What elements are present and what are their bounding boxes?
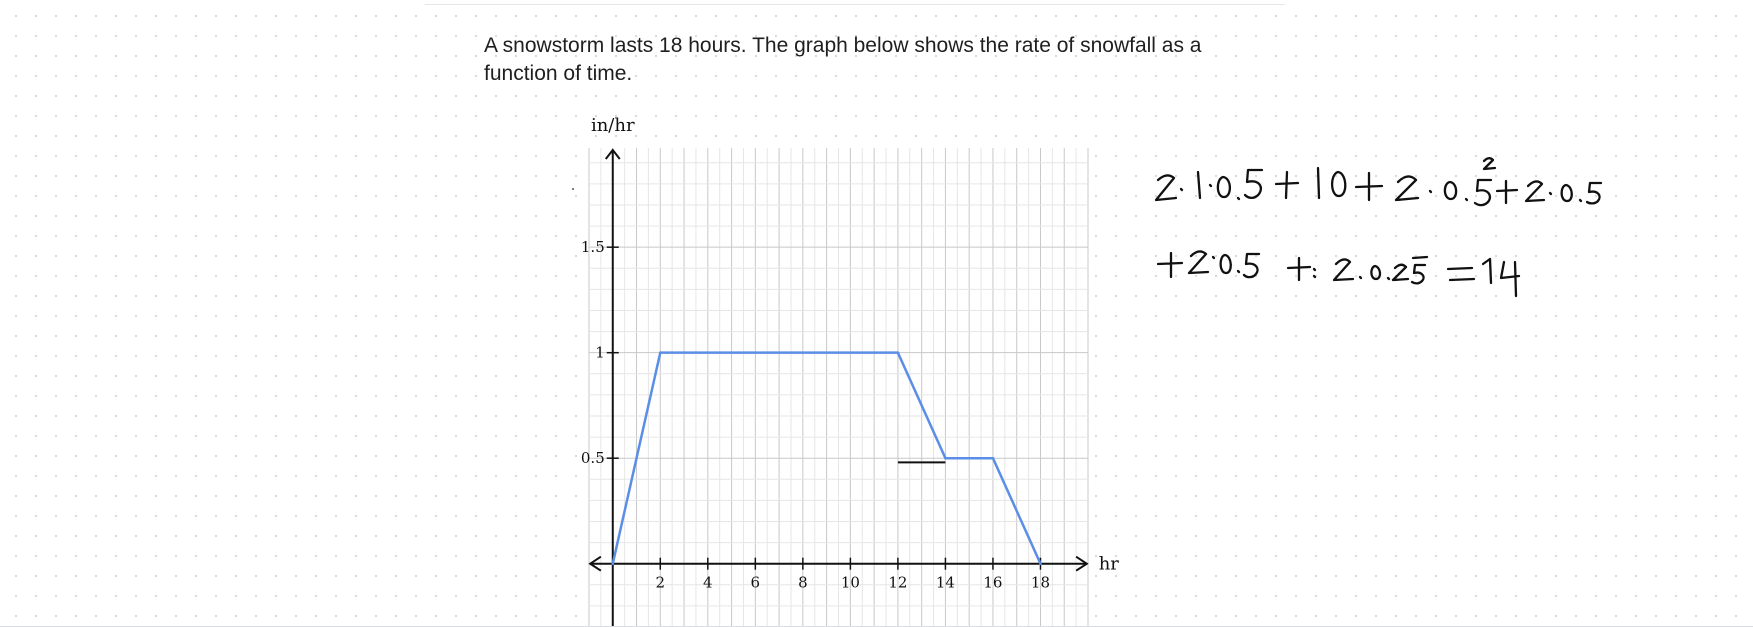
top-divider xyxy=(425,4,1285,5)
data-point xyxy=(944,456,947,460)
handwriting-stroke xyxy=(1370,264,1382,281)
handwriting-stroke xyxy=(1499,260,1521,298)
x-axis-label: hr xyxy=(1099,554,1120,575)
handwriting-stroke xyxy=(1208,183,1213,188)
handwriting-stroke xyxy=(1411,255,1429,260)
handwriting-stroke xyxy=(1187,250,1210,275)
handwriting-stroke xyxy=(1446,266,1476,282)
x-axis-right-arrow xyxy=(1075,555,1089,572)
handwriting-stroke xyxy=(1156,251,1184,279)
x-tick-label: 16 xyxy=(983,574,1002,592)
stray-dot xyxy=(572,188,574,190)
handwriting-stroke xyxy=(1242,252,1261,279)
handwriting-stroke xyxy=(1154,174,1178,202)
handwriting-stroke xyxy=(1578,198,1583,203)
y-tick-label: 1.5 xyxy=(581,238,605,256)
handwriting-stroke xyxy=(1274,170,1300,200)
y-axis-arrow xyxy=(604,148,621,160)
series-line xyxy=(611,351,1042,565)
data-point xyxy=(896,351,900,354)
y-axis-label: in/hr xyxy=(591,115,635,136)
handwriting-stroke xyxy=(1524,180,1546,203)
handwriting-stroke xyxy=(1391,263,1410,282)
handwriting-stroke xyxy=(1410,263,1427,285)
handwriting-stroke xyxy=(1464,197,1469,202)
handwriting-stroke xyxy=(1312,267,1317,279)
handwriting-stroke xyxy=(1585,181,1603,205)
data-point xyxy=(991,456,995,460)
x-tick-label: 8 xyxy=(798,574,808,592)
x-axis-left-arrow xyxy=(588,555,602,572)
handwriting-stroke xyxy=(1394,175,1420,202)
handwriting-stroke xyxy=(1179,187,1184,192)
handwriting-stroke xyxy=(1236,196,1241,201)
handwriting-stroke xyxy=(1495,179,1519,205)
x-tick-label: 14 xyxy=(936,574,955,592)
handwriting-stroke xyxy=(1354,171,1384,202)
handwriting-stroke xyxy=(1196,170,1202,200)
y-tick-label: 1 xyxy=(595,344,605,362)
handwriting-stroke xyxy=(1443,180,1458,201)
handwriting-stroke xyxy=(1560,183,1573,203)
x-tick-label: 4 xyxy=(703,574,713,592)
question-text: A snowstorm lasts 18 hours. The graph be… xyxy=(484,34,1202,85)
handwriting-stroke xyxy=(1243,168,1264,200)
handwriting-stroke xyxy=(1236,269,1241,274)
y-tick-label: 0.5 xyxy=(581,449,605,467)
handwriting-stroke xyxy=(1428,189,1433,194)
data-point xyxy=(611,562,615,565)
handwriting-stroke xyxy=(1330,170,1347,198)
handwriting-stroke xyxy=(1216,175,1232,199)
data-point xyxy=(658,351,662,354)
handwriting-stroke xyxy=(1211,255,1216,260)
handwriting-stroke xyxy=(1219,253,1232,275)
x-tick-label: 2 xyxy=(656,574,666,592)
handwriting-stroke xyxy=(1548,191,1553,196)
x-tick-label: 10 xyxy=(841,574,860,592)
handwriting-stroke xyxy=(1332,258,1355,282)
handwriting-stroke xyxy=(1482,157,1497,171)
data-point xyxy=(1039,562,1042,565)
handwriting-stroke xyxy=(1286,256,1312,282)
x-tick-label: 6 xyxy=(751,574,761,592)
x-tick-label: 18 xyxy=(1031,574,1050,592)
handwriting-stroke xyxy=(1473,178,1493,207)
handwriting-stroke xyxy=(1386,276,1391,281)
handwriting-stroke xyxy=(1358,275,1363,280)
handwriting-stroke xyxy=(1316,166,1321,200)
handwriting-stroke xyxy=(1481,257,1493,285)
x-tick-label: 12 xyxy=(888,574,907,592)
